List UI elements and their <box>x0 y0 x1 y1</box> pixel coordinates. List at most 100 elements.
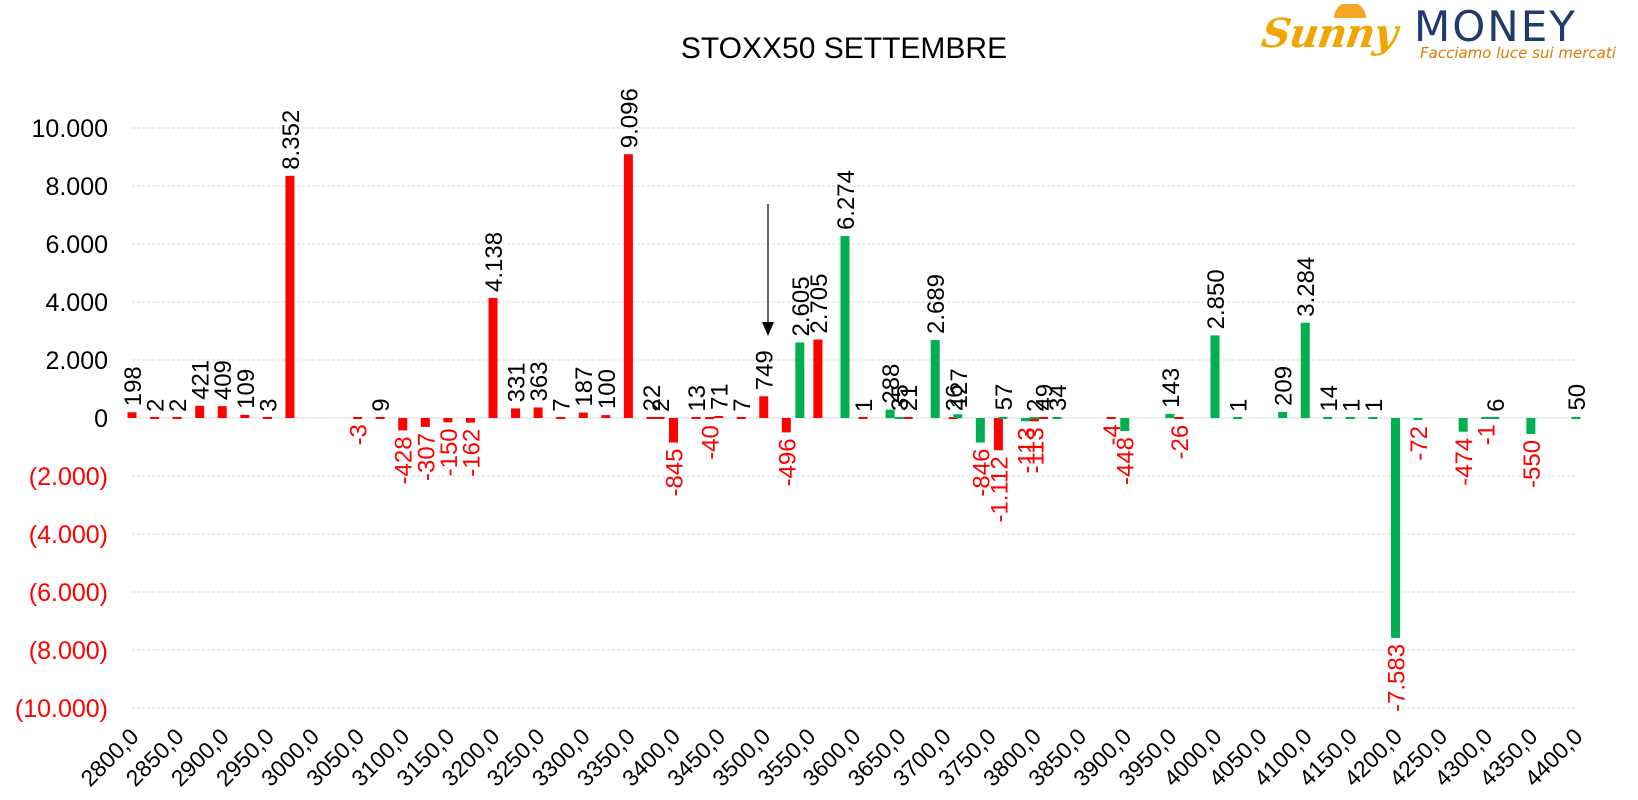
bar <box>903 417 913 419</box>
bar <box>1368 417 1378 419</box>
bar <box>1345 417 1355 419</box>
data-label: 2.689 <box>923 274 950 334</box>
data-label: 2 <box>648 399 675 412</box>
data-label: 6 <box>1483 398 1510 411</box>
bar <box>655 417 665 419</box>
bar <box>1052 417 1062 419</box>
bar <box>1106 417 1116 419</box>
data-label: 749 <box>752 350 779 390</box>
data-label: -428 <box>391 436 418 484</box>
bar <box>172 417 182 419</box>
data-label: 2 <box>165 399 192 412</box>
bar <box>1526 418 1536 434</box>
data-labels: 1982242140910938.352-39-428-307-150-1624… <box>120 88 1591 712</box>
x-axis: 2800,02850,02900,02950,03000,03050,03100… <box>75 723 1587 791</box>
bar <box>1571 417 1581 419</box>
data-label: 209 <box>1271 366 1298 406</box>
bar <box>705 417 715 419</box>
bar <box>691 417 701 419</box>
bar <box>948 417 958 419</box>
data-label: 49 <box>1032 384 1059 411</box>
logo-brand-money: MONEY <box>1414 2 1577 51</box>
data-label: 9.096 <box>616 88 643 148</box>
bar <box>1039 417 1049 419</box>
data-label: -150 <box>436 428 463 476</box>
bar <box>1490 417 1500 419</box>
data-label: 1 <box>851 399 878 412</box>
data-label: 13 <box>684 385 711 412</box>
data-label: 57 <box>991 384 1018 411</box>
bar <box>885 409 895 418</box>
y-tick-label: 4.000 <box>45 289 108 317</box>
bar <box>1174 417 1184 419</box>
data-label: -550 <box>1519 440 1546 488</box>
y-tick-label: 6.000 <box>45 231 108 259</box>
data-label: 50 <box>1564 384 1591 411</box>
sunny-money-logo: Sunny MONEY Facciamo luce sui mercati <box>1259 2 1632 64</box>
data-label: 3.284 <box>1293 257 1320 317</box>
data-label: -162 <box>458 429 485 477</box>
data-label: 34 <box>1045 384 1072 411</box>
y-tick-label: 2.000 <box>45 347 108 375</box>
data-label: 21 <box>896 385 923 412</box>
data-label: 1 <box>1338 399 1365 412</box>
data-label: -474 <box>1451 438 1478 486</box>
data-label: -307 <box>413 433 440 481</box>
bar <box>953 414 963 418</box>
data-label: 127 <box>946 368 973 408</box>
data-label: -4 <box>1099 424 1126 445</box>
bar <box>488 297 498 418</box>
y-tick-label: (8.000) <box>29 637 108 665</box>
bar <box>465 418 475 423</box>
bar <box>840 236 850 418</box>
data-label: 14 <box>1316 385 1343 412</box>
bar <box>930 340 940 418</box>
bar <box>1030 418 1039 422</box>
bar <box>240 414 250 418</box>
chart-title: STOXX50 SETTEMBRE <box>681 32 1007 65</box>
bar <box>578 412 588 418</box>
bar <box>998 417 1008 419</box>
data-label: 2.850 <box>1203 269 1230 329</box>
bar <box>127 412 137 418</box>
bar <box>217 406 227 418</box>
bar <box>195 405 205 418</box>
data-label: 35 <box>887 384 914 411</box>
data-label: -40 <box>698 425 725 460</box>
bar <box>669 418 678 443</box>
data-label: -7.583 <box>1384 644 1411 712</box>
bar <box>601 415 611 418</box>
data-label: 421 <box>188 360 215 400</box>
y-tick-label: 10.000 <box>32 115 108 143</box>
bar <box>1458 418 1468 432</box>
data-label: 2 <box>143 399 170 412</box>
bar <box>646 417 656 419</box>
bar <box>736 417 746 419</box>
data-label: -1 <box>1474 424 1501 445</box>
data-label: 409 <box>210 360 237 400</box>
bar <box>993 418 1003 451</box>
bar <box>623 154 633 418</box>
bar <box>398 418 408 431</box>
data-label: -113 <box>1013 427 1040 473</box>
bar <box>975 418 985 443</box>
data-label: 9 <box>368 398 395 411</box>
bar <box>1413 418 1423 421</box>
bars <box>127 154 1581 638</box>
data-label: 8.352 <box>278 110 305 170</box>
data-label: 2.605 <box>788 276 815 336</box>
bar <box>1210 335 1220 418</box>
data-label: -26 <box>1167 425 1194 460</box>
bar <box>1120 418 1130 431</box>
data-label: -113 <box>1023 427 1050 473</box>
gridlines <box>132 127 1576 709</box>
bar <box>556 417 566 419</box>
bar <box>150 417 160 419</box>
bar <box>1278 411 1288 418</box>
bar <box>511 408 521 418</box>
logo-tagline: Facciamo luce sui mercati <box>1420 44 1616 62</box>
y-tick-label: (6.000) <box>29 579 108 607</box>
sun-icon <box>1334 4 1366 18</box>
bar <box>714 415 724 418</box>
data-label: 1 <box>1361 399 1388 412</box>
